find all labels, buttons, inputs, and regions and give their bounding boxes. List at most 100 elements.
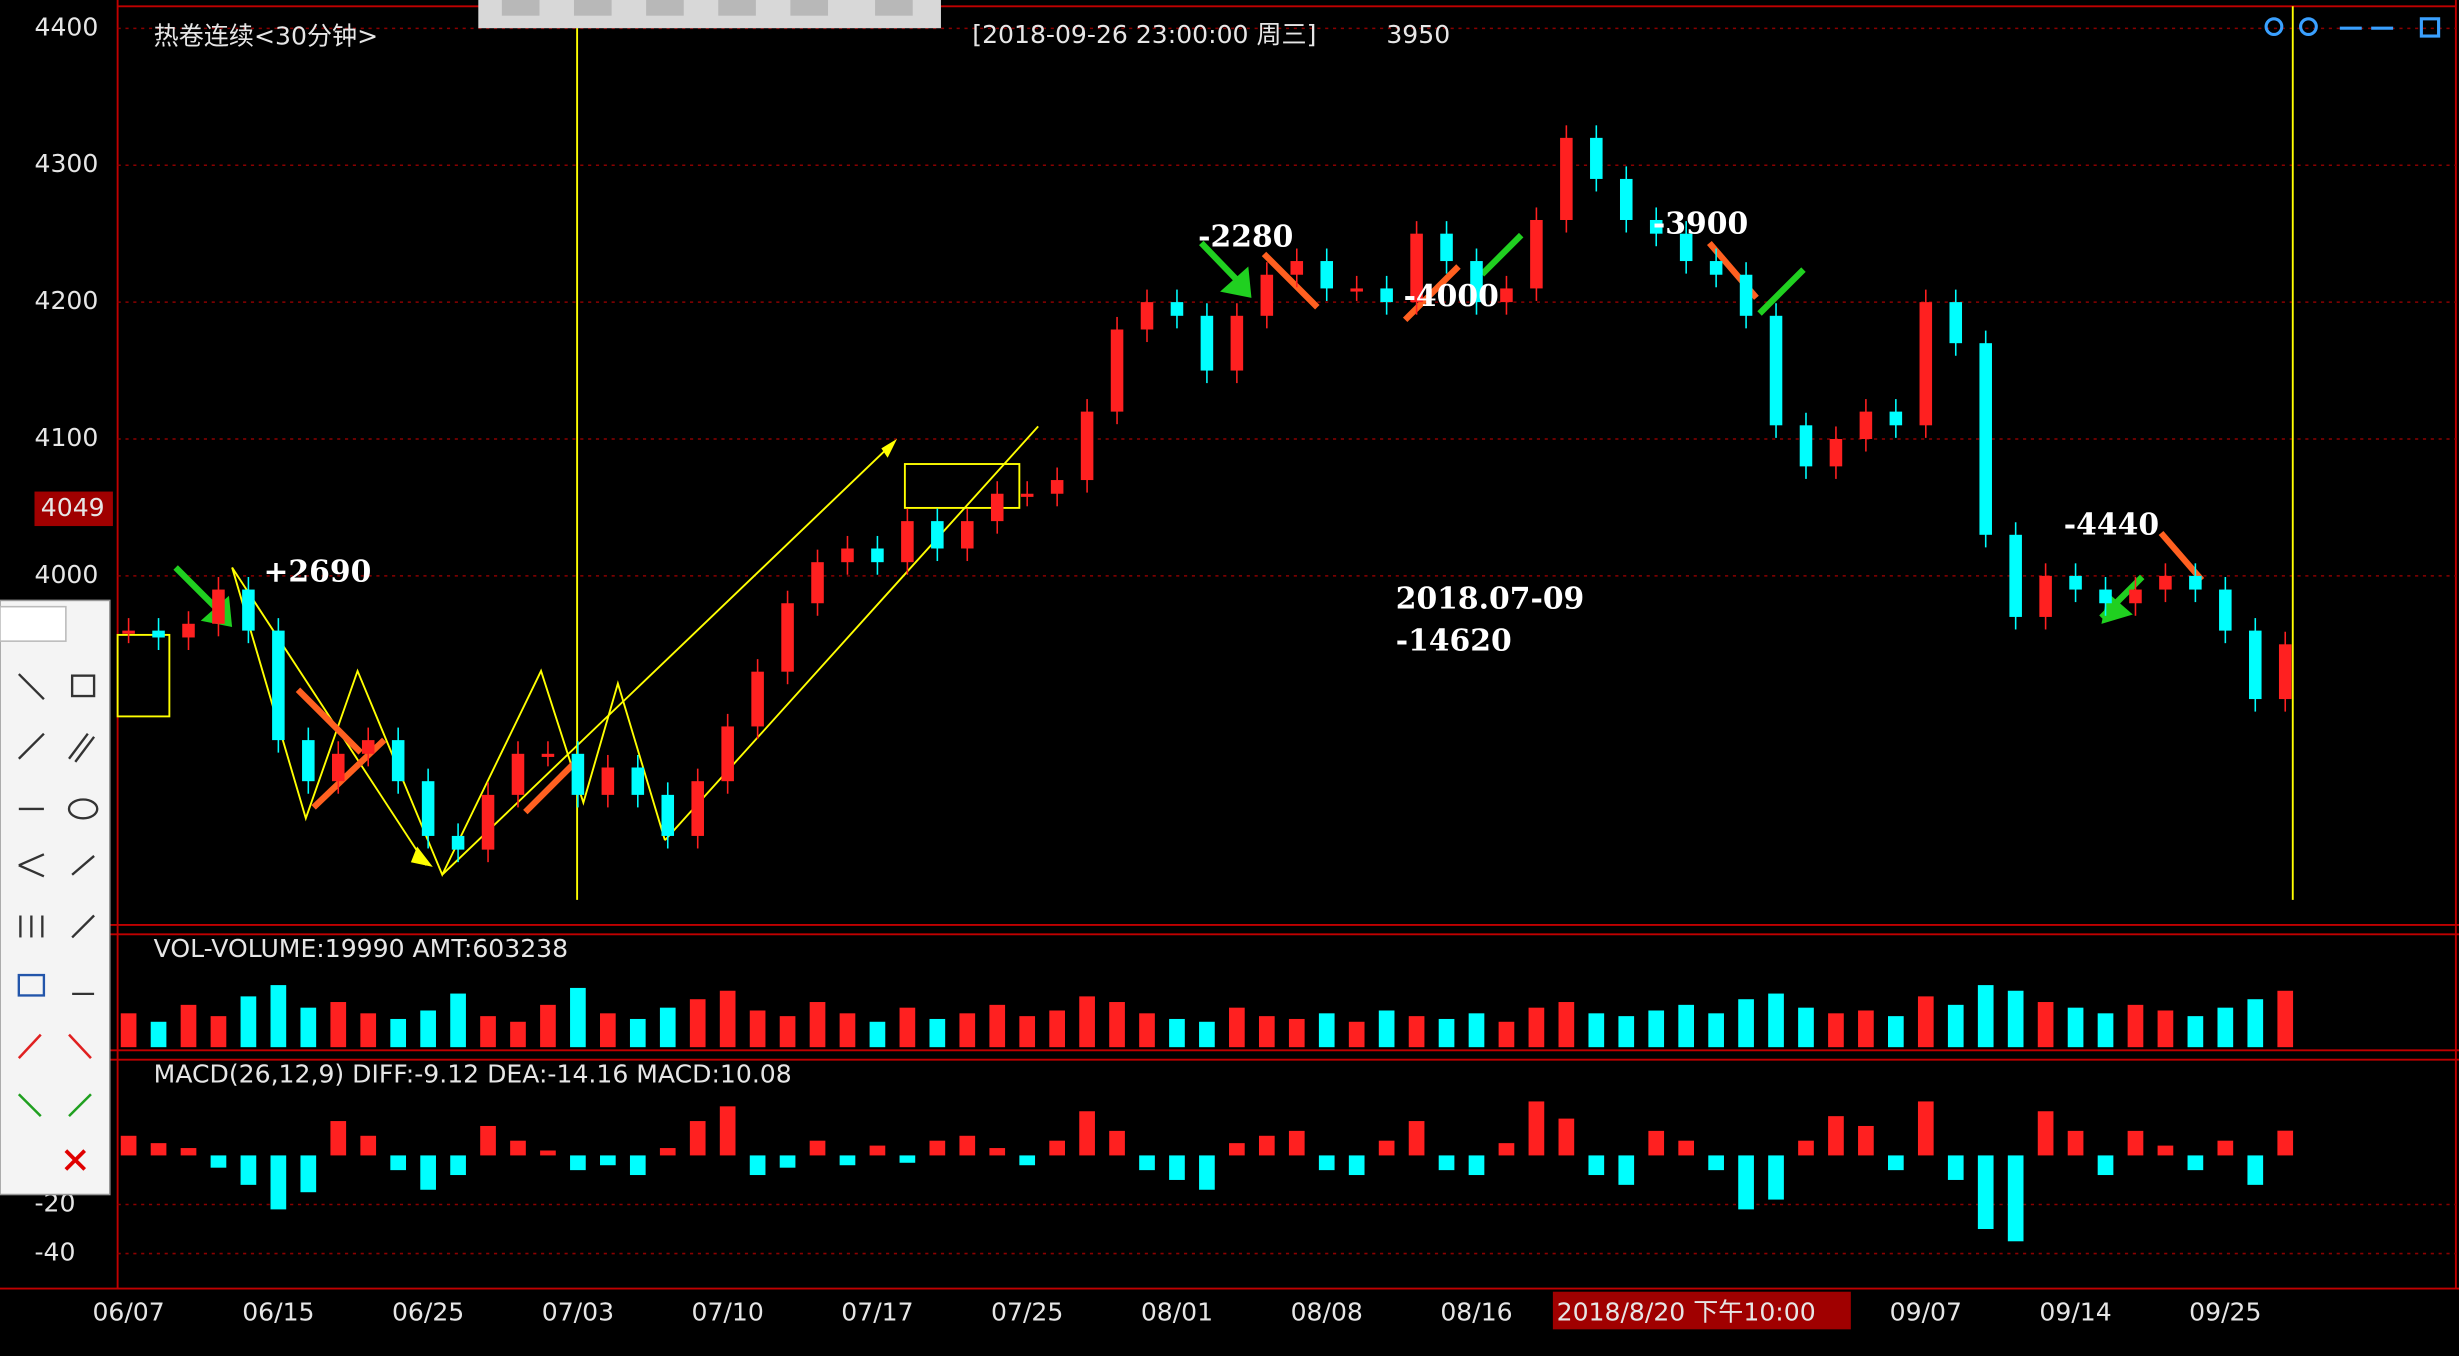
- macd-bar: [1588, 1155, 1605, 1176]
- macd-bar: [510, 1140, 526, 1156]
- candle: [1350, 288, 1363, 292]
- candle: [1440, 233, 1453, 262]
- candle: [1739, 274, 1753, 316]
- volume-bar: [1618, 1016, 1635, 1048]
- volume-bar: [1558, 1002, 1575, 1048]
- price-marker: 4049: [41, 493, 105, 522]
- candle: [481, 794, 495, 850]
- macd-bar: [300, 1155, 317, 1193]
- volume-bar: [719, 990, 736, 1048]
- volume-title: VOL-VOLUME:19990 AMT:603238: [154, 934, 568, 963]
- macd-bar: [570, 1155, 586, 1171]
- candle: [841, 548, 854, 563]
- macd-bar: [1109, 1130, 1125, 1156]
- volume-bar: [570, 987, 586, 1048]
- macd-bar: [2187, 1155, 2204, 1171]
- top-toolbar[interactable]: [478, 0, 941, 29]
- candle: [1979, 343, 1992, 535]
- volume-bar: [240, 996, 257, 1048]
- candle: [2069, 575, 2082, 590]
- y-tick-label: 4200: [35, 286, 99, 315]
- candle: [721, 726, 734, 782]
- macd-bar: [1199, 1155, 1215, 1190]
- candle: [1380, 288, 1393, 303]
- macd-bar: [600, 1155, 616, 1166]
- volume-bar: [2127, 1004, 2144, 1048]
- candle: [1919, 302, 1933, 426]
- volume-bar: [480, 1016, 496, 1048]
- volume-bar: [629, 1018, 646, 1048]
- candle: [871, 548, 884, 563]
- macd-bar: [1139, 1155, 1155, 1171]
- macd-bar: [360, 1135, 377, 1156]
- annotation: -4440: [2064, 508, 2159, 543]
- macd-bar: [1947, 1155, 1964, 1180]
- volume-bar: [749, 1010, 766, 1048]
- volume-bar: [1258, 1016, 1275, 1048]
- volume-bar: [1917, 996, 1934, 1048]
- candle: [1560, 137, 1573, 220]
- volume-bar: [600, 1013, 616, 1048]
- candle: [961, 521, 974, 549]
- candle: [1500, 288, 1513, 303]
- macd-bar: [1288, 1130, 1305, 1156]
- toolbox[interactable]: [0, 599, 111, 1196]
- macd-bar: [899, 1155, 916, 1163]
- macd-bar: [1528, 1101, 1545, 1156]
- macd-bar: [749, 1155, 766, 1176]
- macd-title: MACD(26,12,9) DIFF:-9.12 DEA:-14.16 MACD…: [154, 1059, 792, 1088]
- macd-bar: [1798, 1140, 1814, 1156]
- cursor-time: [2018-09-26 23:00:00 周三]: [972, 20, 1316, 49]
- candle: [631, 767, 645, 795]
- macd-bar: [629, 1155, 646, 1176]
- macd-bar: [1229, 1143, 1245, 1156]
- candle: [1649, 219, 1663, 234]
- macd-bar: [120, 1135, 137, 1156]
- candle: [1829, 438, 1843, 467]
- macd-bar: [989, 1148, 1006, 1156]
- volume-bar: [899, 1007, 916, 1048]
- candle: [1949, 302, 1963, 344]
- candle: [182, 623, 195, 638]
- volume-bar: [659, 1007, 676, 1048]
- volume-bar: [689, 999, 706, 1048]
- macd-bar: [2277, 1130, 2294, 1156]
- volume-bar: [1199, 1021, 1215, 1048]
- macd-bar: [1318, 1155, 1335, 1171]
- macd-bar: [1378, 1140, 1395, 1156]
- macd-bar: [1079, 1111, 1095, 1156]
- macd-bar: [420, 1155, 436, 1190]
- macd-bar: [2157, 1145, 2174, 1156]
- candle: [152, 630, 165, 638]
- price-marker-bg: [34, 491, 113, 527]
- candle: [2249, 630, 2262, 700]
- macd-bar: [959, 1135, 976, 1156]
- volume-bar: [270, 985, 287, 1048]
- annotation: -14620: [1396, 624, 1512, 659]
- candle: [242, 589, 255, 631]
- x-tick-label: 06/07: [92, 1298, 164, 1327]
- x-tick-label: 09/25: [2189, 1298, 2261, 1327]
- annotation: -4000: [1404, 279, 1499, 314]
- macd-bar: [1169, 1155, 1185, 1180]
- candle: [601, 767, 615, 795]
- candle: [1619, 178, 1633, 220]
- annotation: 2018.07-09: [1396, 581, 1585, 616]
- zoom-icons[interactable]: [2264, 17, 2441, 38]
- macd-bar: [1019, 1155, 1036, 1166]
- volume-bar: [2187, 1016, 2204, 1048]
- candle: [331, 753, 345, 782]
- volume-bar: [1708, 1013, 1724, 1048]
- macd-bar: [689, 1121, 706, 1156]
- volume-bar: [330, 1002, 347, 1048]
- volume-bar: [1768, 993, 1784, 1048]
- candle: [1530, 219, 1543, 289]
- volume-bar: [510, 1021, 526, 1048]
- volume-bar: [1408, 1016, 1425, 1048]
- volume-bar: [1438, 1018, 1455, 1048]
- volume-bar: [1229, 1007, 1245, 1048]
- macd-bar: [1408, 1121, 1425, 1156]
- y-tick-label: 4400: [35, 12, 99, 41]
- volume-bar: [1288, 1018, 1305, 1048]
